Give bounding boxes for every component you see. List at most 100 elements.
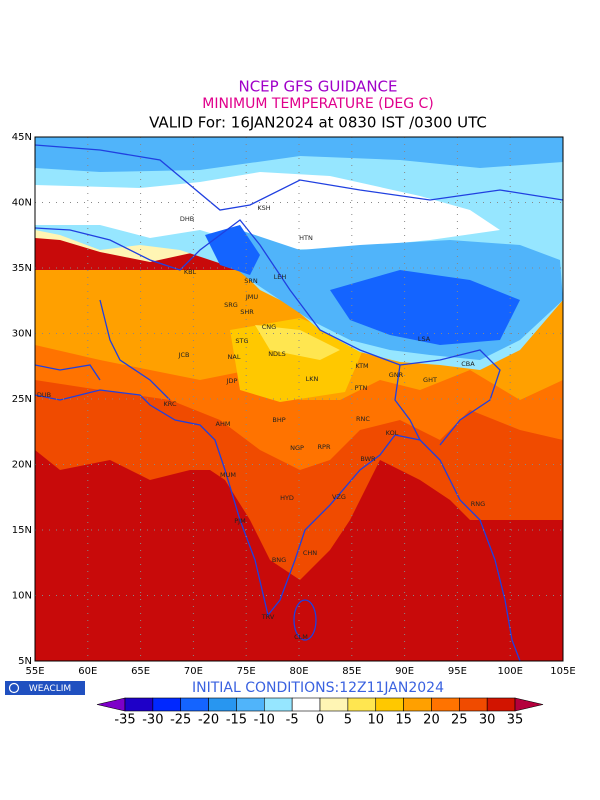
colorbar-tick-label: -30 <box>142 713 163 728</box>
city-label: SHR <box>240 308 254 316</box>
lon-label: 85E <box>342 666 361 677</box>
lat-label: 10N <box>12 591 32 602</box>
title: NCEP GFS GUIDANCE <box>238 78 397 96</box>
lat-label: 45N <box>12 132 32 143</box>
lon-label: 95E <box>448 666 467 677</box>
colorbar-box <box>208 697 237 712</box>
city-label: NAL <box>228 353 241 361</box>
colorbar-box <box>291 697 321 712</box>
colorbar-box <box>152 697 182 712</box>
city-label: MUM <box>220 471 236 479</box>
colorbar-tick-label: 10 <box>367 713 384 728</box>
colorbar-tick-label: 30 <box>479 713 496 728</box>
lon-label: 75E <box>237 666 256 677</box>
city-label: BNG <box>272 556 286 564</box>
city-label: AHM <box>216 420 231 428</box>
city-label: KSH <box>257 204 270 212</box>
city-label: HYD <box>280 494 294 502</box>
lat-label: 5N <box>18 656 32 667</box>
lon-label: 90E <box>395 666 414 677</box>
lat-label: 15N <box>12 525 32 536</box>
colorbar-box <box>375 697 404 712</box>
colorbar-box <box>403 697 432 712</box>
city-label: NGP <box>290 444 304 452</box>
initial-conditions: INITIAL CONDITIONS:12Z11JAN2024 <box>192 680 444 696</box>
city-label: CNG <box>262 323 276 331</box>
colorbar-tick-label: 20 <box>423 713 440 728</box>
colorbar-tick-label: 0 <box>316 713 324 728</box>
colorbar-box <box>319 697 349 712</box>
city-label: VZG <box>332 493 346 501</box>
colorbar-box <box>347 697 377 712</box>
city-label: RNG <box>471 500 485 508</box>
city-label: HTN <box>299 234 313 242</box>
city-label: STG <box>235 337 248 345</box>
lat-label: 25N <box>12 394 32 405</box>
city-label: DUB <box>37 391 51 399</box>
colorbar-tick-label: -15 <box>226 713 247 728</box>
lon-label: 70E <box>184 666 203 677</box>
colorbar-tick-label: 5 <box>344 713 352 728</box>
city-label: LSA <box>418 335 431 343</box>
city-label: BHP <box>272 416 285 424</box>
lon-label: 100E <box>497 666 522 677</box>
colorbar-box <box>431 697 460 712</box>
lon-label: 65E <box>131 666 150 677</box>
city-label: NDLS <box>268 350 286 358</box>
city-label: CHN <box>303 549 317 557</box>
colorbar-tick-label: -35 <box>114 713 135 728</box>
city-label: PJM <box>234 517 245 525</box>
city-label: LEH <box>274 273 287 281</box>
lat-label: 40N <box>12 198 32 209</box>
logo-text: WEACLIM <box>29 684 71 694</box>
city-label: CLM <box>294 633 308 641</box>
city-label: SRN <box>244 277 258 285</box>
colorbar-box <box>459 697 488 712</box>
city-label: JDP <box>226 377 238 385</box>
temperature-map <box>35 137 563 661</box>
city-label: TRV <box>261 613 275 621</box>
lon-label: 80E <box>289 666 308 677</box>
colorbar-tick-label: -5 <box>286 713 299 728</box>
colorbar-tick-label: -10 <box>254 713 275 728</box>
colorbar-tick-label: -20 <box>198 713 219 728</box>
colorbar-arrow <box>514 697 544 712</box>
city-label: LKN <box>306 375 319 383</box>
map-frame <box>34 136 564 662</box>
city-label: KOL <box>386 429 399 437</box>
lat-label: 20N <box>12 460 32 471</box>
city-label: RPR <box>318 443 331 451</box>
colorbar-tick-label: 25 <box>451 713 468 728</box>
city-label: JMU <box>245 293 259 301</box>
city-label: CBA <box>461 360 475 368</box>
colorbar-box <box>236 697 265 712</box>
city-label: GNR <box>389 371 404 379</box>
city-label: DHB <box>180 215 194 223</box>
colorbar: -35 -30 -25 -20 -15 -10 -5 0 5 10 15 20 25 30 35 <box>96 697 544 728</box>
lat-label: 30N <box>12 329 32 340</box>
city-label: KTM <box>355 362 368 370</box>
city-label: JCB <box>178 351 190 359</box>
city-label: SRG <box>224 301 238 309</box>
colorbar-tick-label: 35 <box>507 713 524 728</box>
subtitle: MINIMUM TEMPERATURE (DEG C) <box>202 96 434 112</box>
lat-label: 35N <box>12 263 32 274</box>
colorbar-tick-label: 15 <box>395 713 412 728</box>
city-label: BWR <box>360 455 376 463</box>
lon-label: 60E <box>78 666 97 677</box>
city-label: GHT <box>423 376 437 384</box>
colorbar-box <box>486 697 516 712</box>
lon-label: 55E <box>25 666 44 677</box>
city-label: KRC <box>164 400 177 408</box>
colorbar-box <box>124 697 154 712</box>
lon-label: 105E <box>550 666 575 677</box>
city-label: PTN <box>355 384 368 392</box>
colorbar-box <box>180 697 209 712</box>
colorbar-tick-label: -25 <box>170 713 191 728</box>
colorbar-box <box>263 697 293 712</box>
valid-time: VALID For: 16JAN2024 at 0830 IST /0300 U… <box>149 114 487 132</box>
city-label: KBL <box>184 268 197 276</box>
city-label: RNC <box>356 415 370 423</box>
